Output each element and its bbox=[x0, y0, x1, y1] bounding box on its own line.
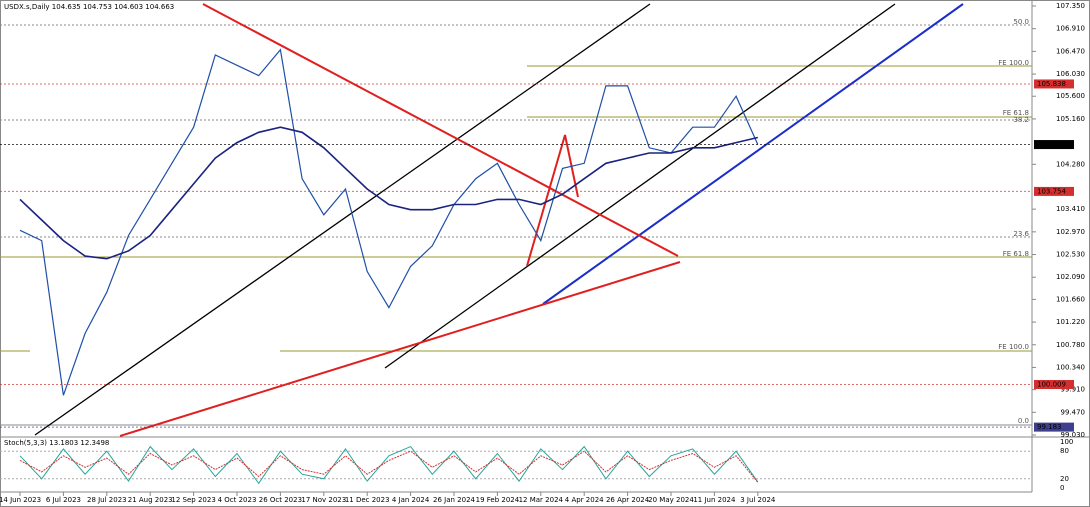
price-tag-label: 105.838 bbox=[1037, 80, 1066, 88]
y-tick-label: 99.030 bbox=[1061, 431, 1086, 439]
channel-line bbox=[384, 3, 896, 369]
price-tag bbox=[1034, 186, 1074, 196]
y-tick-label: 101.660 bbox=[1056, 295, 1085, 303]
x-tick-label: 11 Dec 2023 bbox=[345, 496, 390, 504]
y-tick-label: 106.030 bbox=[1056, 70, 1085, 78]
y-tick-label: 105.160 bbox=[1056, 115, 1085, 123]
price-tag bbox=[1034, 422, 1074, 432]
stoch-line bbox=[19, 450, 759, 483]
y-tick-label: 103.410 bbox=[1056, 205, 1085, 213]
levels bbox=[0, 24, 1032, 426]
y-tick-label: 106.910 bbox=[1056, 25, 1085, 33]
x-tick-label: 12 Mar 2024 bbox=[519, 496, 564, 504]
x-tick-label: 28 Jul 2023 bbox=[87, 496, 127, 504]
level-label: 38.2 bbox=[1013, 116, 1029, 124]
stoch-tick-label: 100 bbox=[1060, 438, 1073, 446]
y-tick-label: 102.530 bbox=[1056, 251, 1085, 259]
x-tick-label: 3 Jul 2024 bbox=[740, 496, 776, 504]
y-tick-label: 99.470 bbox=[1061, 408, 1086, 416]
y-tick-label: 105.600 bbox=[1056, 92, 1085, 100]
x-tick-label: 6 Jul 2023 bbox=[46, 496, 81, 504]
price-tag-label: 100.009 bbox=[1037, 381, 1066, 389]
y-tick-label: 102.970 bbox=[1056, 228, 1085, 236]
level-label: 23.6 bbox=[1013, 230, 1029, 238]
level-label: FE 100.0 bbox=[998, 343, 1029, 351]
x-tick-label: 14 Jun 2023 bbox=[0, 496, 41, 504]
level-label: FE 61.8 bbox=[1003, 250, 1029, 258]
level-label: 50.0 bbox=[1013, 18, 1029, 26]
stoch-line bbox=[19, 445, 759, 485]
trend-line bbox=[119, 261, 681, 437]
stoch-tick-label: 20 bbox=[1060, 475, 1069, 483]
level-label: FE 61.8 bbox=[1003, 109, 1029, 117]
x-tick-label: 21 Aug 2023 bbox=[128, 496, 173, 504]
price-tag-label: 103.754 bbox=[1037, 187, 1066, 195]
trend-line bbox=[542, 3, 964, 305]
chart-title: USDX.s,Daily 104.635 104.753 104.603 104… bbox=[4, 3, 174, 11]
level-label: FE 100.0 bbox=[998, 59, 1029, 67]
x-tick-label: 26 Apr 2024 bbox=[606, 496, 650, 504]
x-tick-label: 4 Oct 2023 bbox=[218, 496, 257, 504]
level-label: 0.0 bbox=[1018, 417, 1029, 425]
price-tag bbox=[1034, 380, 1074, 390]
x-tick-label: 26 Jan 2024 bbox=[433, 496, 476, 504]
y-tick-label: 102.090 bbox=[1056, 273, 1085, 281]
x-tick-label: 26 Oct 2023 bbox=[259, 496, 302, 504]
stoch-tick-label: 0 bbox=[1060, 484, 1064, 492]
price-tag-label: 99.183 bbox=[1037, 423, 1062, 431]
y-tick-label: 101.220 bbox=[1056, 318, 1085, 326]
x-tick-label: 17 Nov 2023 bbox=[301, 496, 346, 504]
stoch-title: Stoch(5,3,3) 13.1803 12.3498 bbox=[4, 439, 109, 447]
x-tick-label: 12 Sep 2023 bbox=[171, 496, 215, 504]
trendlines bbox=[34, 3, 964, 437]
y-tick-label: 106.470 bbox=[1056, 47, 1085, 55]
trend-line bbox=[202, 3, 679, 257]
price-line bbox=[19, 48, 759, 396]
pattern-line bbox=[526, 134, 579, 267]
x-tick-label: 11 Jun 2024 bbox=[693, 496, 736, 504]
x-tick-label: 19 Feb 2024 bbox=[476, 496, 520, 504]
price-tag bbox=[1034, 140, 1074, 150]
y-tick-label: 99.910 bbox=[1061, 386, 1086, 394]
price-tag-label: 104.663 bbox=[1037, 141, 1066, 149]
y-tick-label: 107.350 bbox=[1056, 2, 1085, 10]
x-tick-label: 4 Apr 2024 bbox=[565, 496, 604, 504]
y-tick-label: 100.780 bbox=[1056, 341, 1085, 349]
moving-average bbox=[19, 126, 758, 260]
x-tick-label: 4 Jan 2024 bbox=[392, 496, 430, 504]
price-tag bbox=[1034, 79, 1074, 89]
stoch-tick-label: 80 bbox=[1060, 447, 1069, 455]
channel-line bbox=[34, 3, 651, 436]
y-tick-label: 104.280 bbox=[1056, 160, 1085, 168]
x-tick-label: 20 May 2024 bbox=[648, 496, 694, 504]
y-tick-label: 100.340 bbox=[1056, 363, 1085, 371]
